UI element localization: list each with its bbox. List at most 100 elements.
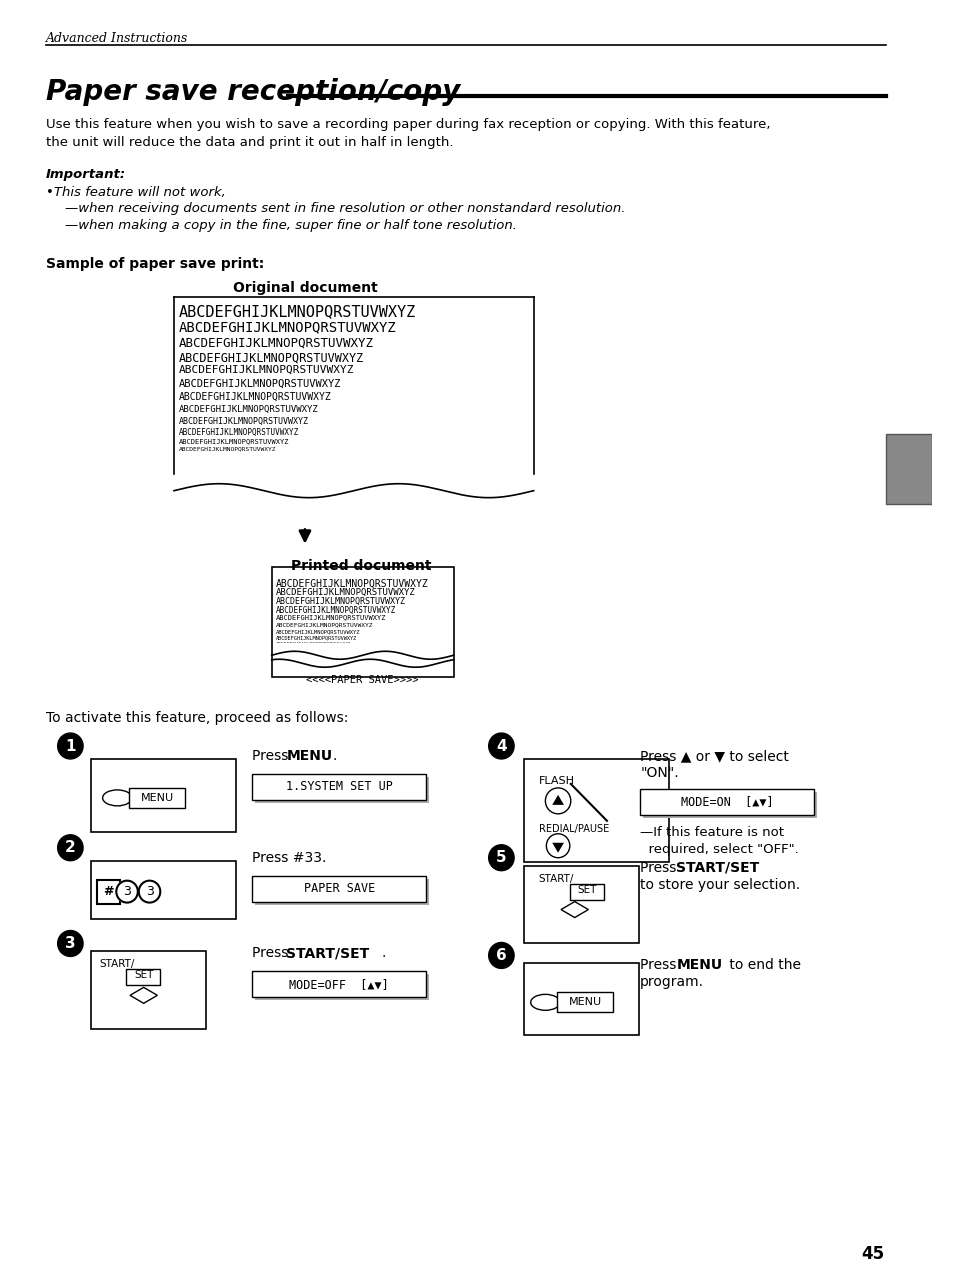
Text: .: . (381, 946, 385, 960)
Text: ABCDEFGHIJKLMNOPQRSTUVWXYZ: ABCDEFGHIJKLMNOPQRSTUVWXYZ (275, 614, 386, 621)
Bar (91, 860, 235, 919)
Text: START/: START/ (99, 959, 134, 969)
Text: 2: 2 (65, 840, 75, 855)
Text: .: . (332, 749, 336, 763)
Text: ABCDEFGHIJKLMNOPQRSTUVWXYZ: ABCDEFGHIJKLMNOPQRSTUVWXYZ (275, 579, 428, 588)
Polygon shape (560, 902, 588, 917)
Text: 1.SYSTEM SET UP: 1.SYSTEM SET UP (285, 780, 393, 793)
Text: 3: 3 (146, 886, 153, 898)
Text: START/SET: START/SET (286, 946, 369, 960)
Text: —when receiving documents sent in fine resolution or other nonstandard resolutio: —when receiving documents sent in fine r… (66, 203, 625, 215)
Text: ABCDEFGHIJKLMNOPQRSTUVWXYZ: ABCDEFGHIJKLMNOPQRSTUVWXYZ (178, 447, 276, 452)
Text: MENU: MENU (286, 749, 333, 763)
Text: ABCDEFGHIJKLMNOPQRSTUVWXYZ: ABCDEFGHIJKLMNOPQRSTUVWXYZ (275, 651, 340, 655)
Text: <<<<PAPER SAVE>>>>: <<<<PAPER SAVE>>>> (306, 675, 418, 685)
Bar (254, 974, 429, 1001)
Text: ABCDEFGHIJKLMNOPQRSTUVWXYZ: ABCDEFGHIJKLMNOPQRSTUVWXYZ (178, 379, 341, 389)
Text: 1: 1 (65, 739, 75, 754)
Bar (252, 972, 426, 997)
Bar (254, 777, 429, 803)
Text: required, select "OFF".: required, select "OFF". (639, 843, 798, 855)
Text: Paper save reception/copy: Paper save reception/copy (46, 77, 460, 105)
Text: ABCDEFGHIJKLMNOPQRSTUVWXYZ: ABCDEFGHIJKLMNOPQRSTUVWXYZ (178, 417, 309, 426)
Text: 3: 3 (65, 936, 75, 952)
Text: ABCDEFGHIJKLMNOPQRSTUVWXYZ: ABCDEFGHIJKLMNOPQRSTUVWXYZ (275, 588, 415, 598)
Text: MODE=OFF  [▲▼]: MODE=OFF [▲▼] (289, 978, 389, 991)
Circle shape (57, 734, 83, 759)
FancyBboxPatch shape (126, 969, 160, 986)
Bar (523, 963, 639, 1035)
Circle shape (546, 834, 569, 858)
Text: Press: Press (639, 860, 680, 874)
Bar (252, 774, 426, 799)
Circle shape (57, 835, 83, 860)
Text: 4: 4 (496, 739, 506, 754)
Bar (523, 865, 639, 944)
Text: ABCDEFGHIJKLMNOPQRSTUVWXYZ: ABCDEFGHIJKLMNOPQRSTUVWXYZ (275, 598, 405, 607)
Text: Printed document: Printed document (291, 559, 432, 573)
Circle shape (138, 881, 160, 902)
Text: ABCDEFGHIJKLMNOPQRSTUVWXYZ: ABCDEFGHIJKLMNOPQRSTUVWXYZ (178, 365, 354, 375)
Text: ABCDEFGHIJKLMNOPQRSTUVWXYZ: ABCDEFGHIJKLMNOPQRSTUVWXYZ (275, 622, 373, 627)
Text: ABCDEFGHIJKLMNOPQRSTUVWXYZ: ABCDEFGHIJKLMNOPQRSTUVWXYZ (275, 641, 350, 646)
Ellipse shape (530, 995, 559, 1010)
Ellipse shape (103, 789, 132, 806)
Text: ABCDEFGHIJKLMNOPQRSTUVWXYZ: ABCDEFGHIJKLMNOPQRSTUVWXYZ (178, 304, 416, 319)
Text: the unit will reduce the data and print it out in half in length.: the unit will reduce the data and print … (46, 136, 453, 148)
Bar (252, 875, 426, 902)
Text: to end the: to end the (724, 958, 801, 973)
Text: ABCDEFGHIJKLMNOPQRSTUVWXYZ: ABCDEFGHIJKLMNOPQRSTUVWXYZ (275, 655, 337, 659)
Polygon shape (130, 987, 157, 1003)
Text: ABCDEFGHIJKLMNOPQRSTUVWXYZ: ABCDEFGHIJKLMNOPQRSTUVWXYZ (275, 630, 359, 635)
Text: Original document: Original document (233, 281, 377, 295)
Circle shape (57, 930, 83, 957)
Circle shape (488, 734, 514, 759)
Text: •This feature will not work,: •This feature will not work, (46, 185, 226, 199)
Bar (254, 878, 429, 905)
Text: Sample of paper save print:: Sample of paper save print: (46, 257, 264, 271)
Circle shape (545, 788, 570, 813)
Bar (639, 789, 813, 815)
Text: ABCDEFGHIJKLMNOPQRSTUVWXYZ: ABCDEFGHIJKLMNOPQRSTUVWXYZ (178, 392, 332, 402)
Text: PAPER SAVE: PAPER SAVE (303, 882, 375, 895)
Polygon shape (552, 843, 563, 853)
FancyBboxPatch shape (129, 788, 185, 808)
FancyBboxPatch shape (569, 883, 603, 900)
Text: Advanced Instructions: Advanced Instructions (46, 32, 188, 44)
Text: REDIAL/PAUSE: REDIAL/PAUSE (538, 824, 608, 834)
Bar (91, 952, 206, 1029)
Text: ABCDEFGHIJKLMNOPQRSTUVWXYZ: ABCDEFGHIJKLMNOPQRSTUVWXYZ (275, 646, 343, 650)
Polygon shape (552, 794, 563, 805)
Bar (272, 672, 453, 689)
Text: To activate this feature, proceed as follows:: To activate this feature, proceed as fol… (46, 711, 348, 725)
Text: Press ▲ or ▼ to select: Press ▲ or ▼ to select (639, 749, 788, 763)
Text: 3: 3 (123, 886, 131, 898)
Text: FLASH: FLASH (538, 775, 574, 786)
Text: ABCDEFGHIJKLMNOPQRSTUVWXYZ: ABCDEFGHIJKLMNOPQRSTUVWXYZ (178, 428, 299, 437)
Text: Important:: Important: (46, 167, 126, 181)
Text: —If this feature is not: —If this feature is not (639, 826, 783, 839)
Text: ABCDEFGHIJKLMNOPQRSTUVWXYZ: ABCDEFGHIJKLMNOPQRSTUVWXYZ (275, 635, 356, 640)
Text: 4: 4 (898, 384, 919, 413)
Bar (272, 665, 453, 672)
Text: MODE=ON  [▲▼]: MODE=ON [▲▼] (680, 796, 773, 808)
Text: Use this feature when you wish to save a recording paper during fax reception or: Use this feature when you wish to save a… (46, 118, 770, 131)
Text: ABCDEFGHIJKLMNOPQRSTUVWXYZ: ABCDEFGHIJKLMNOPQRSTUVWXYZ (178, 438, 289, 443)
Text: START/: START/ (538, 874, 574, 883)
Text: ABCDEFGHIJKLMNOPQRSTUVWXYZ: ABCDEFGHIJKLMNOPQRSTUVWXYZ (178, 321, 396, 334)
Bar (272, 574, 453, 579)
Text: —when making a copy in the fine, super fine or half tone resolution.: —when making a copy in the fine, super f… (66, 219, 517, 232)
Bar (91, 759, 235, 831)
Text: Press: Press (252, 749, 293, 763)
Text: SET: SET (578, 884, 597, 895)
Text: "ON".: "ON". (639, 767, 679, 780)
Text: SET: SET (133, 971, 153, 981)
Text: to store your selection.: to store your selection. (639, 878, 800, 892)
Text: Press #33.: Press #33. (252, 850, 326, 865)
Text: Press: Press (639, 958, 680, 973)
Circle shape (488, 845, 514, 870)
Bar (885, 433, 931, 504)
FancyBboxPatch shape (96, 879, 120, 903)
Circle shape (116, 881, 137, 902)
Text: MENU: MENU (141, 793, 173, 803)
